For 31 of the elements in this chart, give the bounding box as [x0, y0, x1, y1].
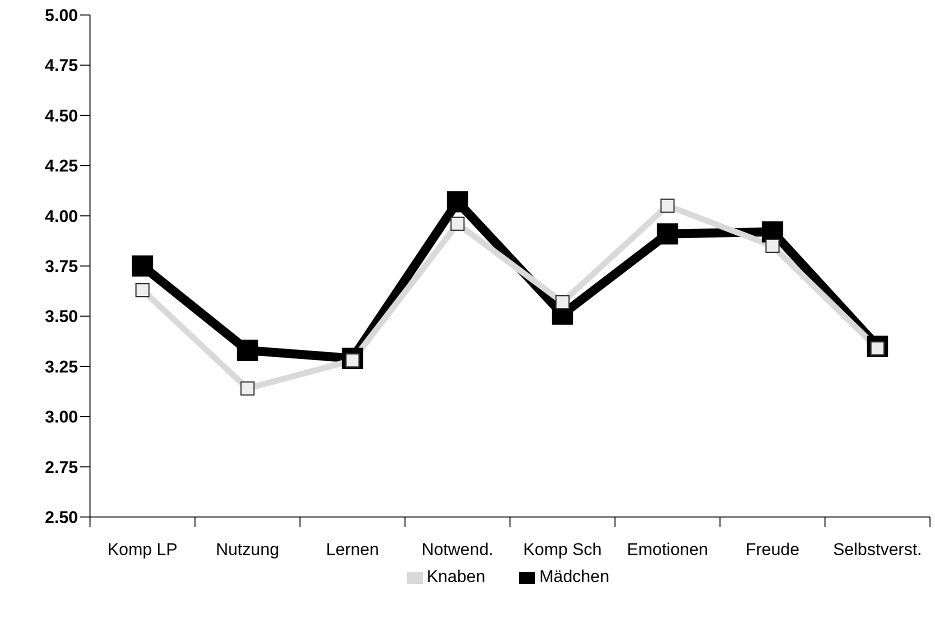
legend-label: Knaben — [426, 567, 486, 586]
y-tick-label: 3.75 — [44, 257, 78, 276]
point — [236, 340, 258, 361]
point — [240, 381, 255, 396]
point — [135, 282, 150, 298]
x-tick-label: Emotionen — [626, 540, 708, 559]
point — [660, 198, 675, 213]
point — [446, 191, 468, 212]
y-tick-label: 3.00 — [44, 408, 78, 427]
y-tick-label: 2.75 — [44, 458, 78, 477]
y-tick-label: 2.50 — [44, 508, 78, 528]
legend-label: Mädchen — [539, 567, 610, 586]
point — [765, 238, 780, 254]
y-tick-label: 4.50 — [44, 106, 78, 126]
x-tick-label: Freude — [746, 540, 800, 559]
x-tick-label: Nutzung — [216, 540, 280, 559]
point — [450, 216, 465, 231]
y-tick-label: 4.25 — [44, 156, 78, 176]
y-tick-label: 4.00 — [44, 206, 78, 226]
x-tick-label: Selbstverst. — [833, 540, 922, 559]
x-tick-label: Notwend. — [422, 540, 494, 559]
point — [656, 223, 678, 244]
y-tick-label: 3.50 — [44, 307, 78, 326]
x-tick-label: Lernen — [326, 540, 379, 559]
y-tick-label: 3.25 — [44, 357, 78, 376]
point — [132, 255, 154, 277]
y-tick-label: 5.00 — [44, 6, 78, 26]
x-tick-label: Komp LP — [108, 540, 178, 559]
x-tick-label: Komp Sch — [523, 540, 602, 559]
point — [555, 295, 570, 310]
y-tick-label: 4.75 — [44, 56, 78, 76]
